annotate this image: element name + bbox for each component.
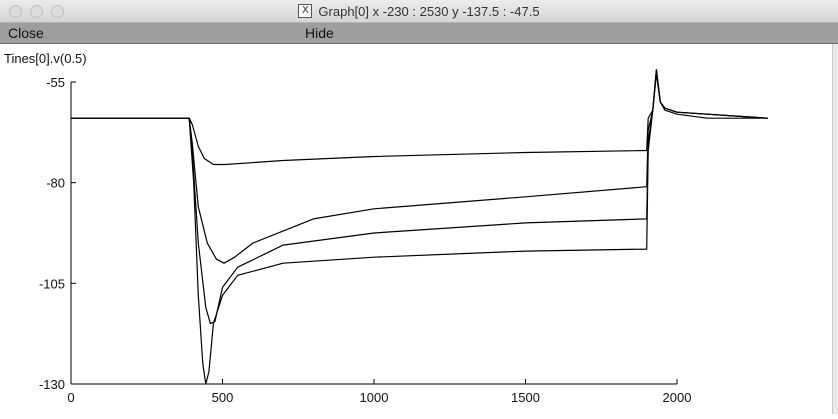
y-tick-label: -105 xyxy=(39,276,65,291)
window-title: Graph[0] x -230 : 2530 y -137.5 : -47.5 xyxy=(318,3,540,19)
x-tick-label: 0 xyxy=(67,390,74,405)
series-line-1 xyxy=(71,73,768,166)
x-tick-label: 500 xyxy=(212,390,234,405)
minimize-window-icon[interactable] xyxy=(30,5,43,18)
title-wrap: X Graph[0] x -230 : 2530 y -137.5 : -47.… xyxy=(0,0,838,22)
close-window-icon[interactable] xyxy=(9,5,22,18)
graph-canvas[interactable]: Tines[0].v(0.5) 0 500 1000 1500 2000 -55 -80 -1… xyxy=(0,44,838,414)
window-titlebar[interactable]: X Graph[0] x -230 : 2530 y -137.5 : -47.… xyxy=(0,0,838,23)
window-right-edge xyxy=(832,44,838,414)
window-controls xyxy=(9,5,64,18)
y-tick-label: -55 xyxy=(46,75,65,90)
series-line-2 xyxy=(71,69,768,264)
menubar: Close Hide xyxy=(0,23,838,44)
x-window-icon: X xyxy=(298,4,313,18)
hide-button[interactable]: Hide xyxy=(305,25,334,41)
y-axis-label: Tines[0].v(0.5) xyxy=(4,51,87,66)
y-tick-label: -80 xyxy=(46,176,65,191)
zoom-window-icon[interactable] xyxy=(51,5,64,18)
x-tick-label: 1500 xyxy=(511,390,540,405)
graph-plot: Tines[0].v(0.5) 0 500 1000 1500 2000 -55 -80 -1… xyxy=(4,51,768,405)
y-tick-label: -130 xyxy=(39,377,65,392)
close-button[interactable]: Close xyxy=(8,25,44,41)
x-tick-label: 2000 xyxy=(663,390,692,405)
x-tick-label: 1000 xyxy=(360,390,389,405)
series-line-4 xyxy=(71,69,768,385)
